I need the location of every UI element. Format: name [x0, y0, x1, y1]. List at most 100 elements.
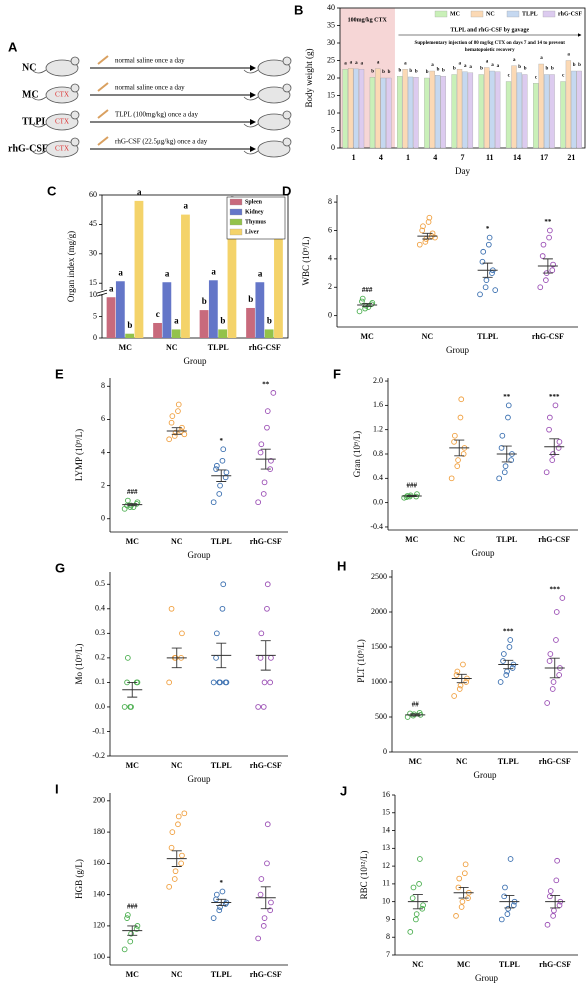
bar [511, 65, 517, 149]
y-tick-label: 100 [93, 952, 105, 961]
data-point [482, 284, 489, 291]
treatment: normal saline once a day [115, 84, 185, 92]
data-point [551, 907, 557, 914]
data-point [509, 665, 516, 671]
mouse-ear [70, 56, 80, 66]
data-point [549, 457, 556, 463]
data-point [121, 505, 128, 512]
data-point [255, 499, 262, 506]
sem-bar [171, 850, 182, 867]
panel-label: J [340, 783, 347, 798]
axis-break [98, 290, 106, 295]
data-point [121, 704, 128, 710]
y-axis-label: Mo (10⁹/L) [74, 644, 84, 685]
data-point [171, 433, 178, 439]
mouse-icon: CTX [31, 137, 80, 158]
data-point [550, 913, 556, 919]
data-point [268, 899, 274, 906]
sem-bar [503, 659, 514, 670]
data-point [456, 686, 463, 692]
panel-label: D [282, 183, 291, 198]
mouse-icon: CTX [31, 110, 80, 131]
bar [456, 69, 463, 149]
mouse-tag: CTX [55, 145, 69, 153]
data-point [257, 655, 264, 661]
y-tick-label: 0.1 [95, 677, 105, 686]
bar [522, 74, 528, 149]
data-point [553, 637, 559, 643]
sem-bar [171, 647, 182, 669]
group-label: TLPL [22, 116, 48, 127]
bar [440, 76, 446, 149]
x-axis-label: Day [455, 166, 470, 176]
mouse-icon [31, 56, 80, 77]
data-point [460, 661, 466, 668]
significance-letter: b [248, 294, 253, 304]
data-point [403, 494, 410, 501]
data-point [127, 938, 134, 945]
data-point [546, 234, 552, 241]
panel-label: A [8, 39, 18, 54]
significance-letter: a [491, 63, 494, 68]
x-axis-label: Group [472, 548, 495, 558]
significance-letter: a [540, 56, 543, 61]
data-point [356, 308, 363, 315]
data-point [261, 679, 268, 686]
group-label: NC [22, 62, 36, 73]
data-point [407, 929, 414, 935]
panel-label: H [337, 558, 346, 573]
data-point [453, 672, 460, 678]
data-point [268, 457, 274, 464]
data-point [550, 261, 556, 268]
significance-label: ### [407, 482, 418, 490]
x-tick-label: NC [456, 757, 468, 766]
data-point [417, 856, 423, 862]
data-point [455, 457, 461, 463]
y-tick-label: 16 [382, 790, 390, 799]
data-point [133, 926, 140, 932]
syringe [97, 82, 109, 92]
y-tick-label: 35 [327, 20, 335, 29]
significance-label: *** [550, 586, 561, 594]
bar [413, 77, 419, 149]
x-tick-label: NC [412, 960, 424, 969]
x-tick-label: NC [171, 537, 183, 546]
sem-bar [549, 657, 560, 679]
data-point [553, 609, 560, 615]
syringe [97, 136, 109, 146]
data-point [223, 469, 230, 476]
data-point [181, 810, 188, 817]
y-axis-label: HGB (g/L) [74, 859, 84, 899]
significance-letter: a [486, 60, 489, 65]
data-point [410, 884, 417, 891]
data-point [223, 679, 230, 686]
y-tick-label: 0 [93, 333, 97, 342]
y-tick-label: 40 [327, 3, 335, 12]
x-tick-label: 21 [567, 153, 575, 162]
legend-swatch [229, 198, 243, 206]
data-point [448, 475, 455, 482]
panel-label: C [47, 183, 57, 198]
sem-bar [362, 303, 373, 307]
sem-bar [454, 439, 465, 457]
data-point [451, 693, 458, 699]
y-tick-label: 120 [93, 921, 105, 930]
y-tick-label: 10 [382, 896, 390, 905]
y-tick-label: 140 [93, 889, 105, 898]
y-tick-label: 2 [328, 282, 332, 291]
y-tick-label: -0.4 [370, 522, 383, 531]
data-point [217, 679, 223, 686]
data-point [546, 414, 553, 421]
bar [369, 77, 376, 149]
significance-letter: c [562, 74, 565, 79]
y-tick-label: 15 [327, 90, 335, 99]
sem-bar [260, 886, 271, 910]
x-tick-label: TLPL [211, 761, 232, 770]
data-point [175, 821, 181, 828]
sem-bar [410, 713, 421, 717]
mouse-tail [243, 123, 259, 128]
data-point [453, 913, 459, 919]
bar [353, 68, 359, 149]
mouse-tail [243, 69, 259, 74]
data-point [219, 457, 226, 464]
